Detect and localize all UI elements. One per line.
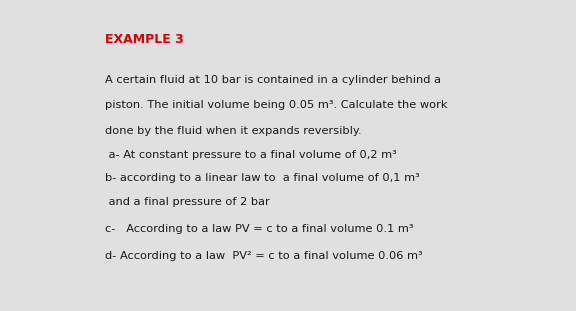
Text: piston. The initial volume being 0.05 m³. Calculate the work: piston. The initial volume being 0.05 m³…: [105, 100, 448, 110]
Text: c-   According to a law PV = c to a final volume 0.1 m³: c- According to a law PV = c to a final …: [105, 224, 414, 234]
Text: EXAMPLE 3: EXAMPLE 3: [105, 33, 184, 46]
Text: A certain fluid at 10 bar is contained in a cylinder behind a: A certain fluid at 10 bar is contained i…: [105, 75, 441, 85]
Text: b- according to a linear law to  a final volume of 0,1 m³: b- according to a linear law to a final …: [105, 174, 420, 183]
Text: a- At constant pressure to a final volume of 0,2 m³: a- At constant pressure to a final volum…: [105, 150, 397, 160]
Text: d- According to a law  PV² = c to a final volume 0.06 m³: d- According to a law PV² = c to a final…: [105, 251, 423, 261]
Text: done by the fluid when it expands reversibly.: done by the fluid when it expands revers…: [105, 126, 362, 136]
Text: and a final pressure of 2 bar: and a final pressure of 2 bar: [105, 197, 270, 207]
